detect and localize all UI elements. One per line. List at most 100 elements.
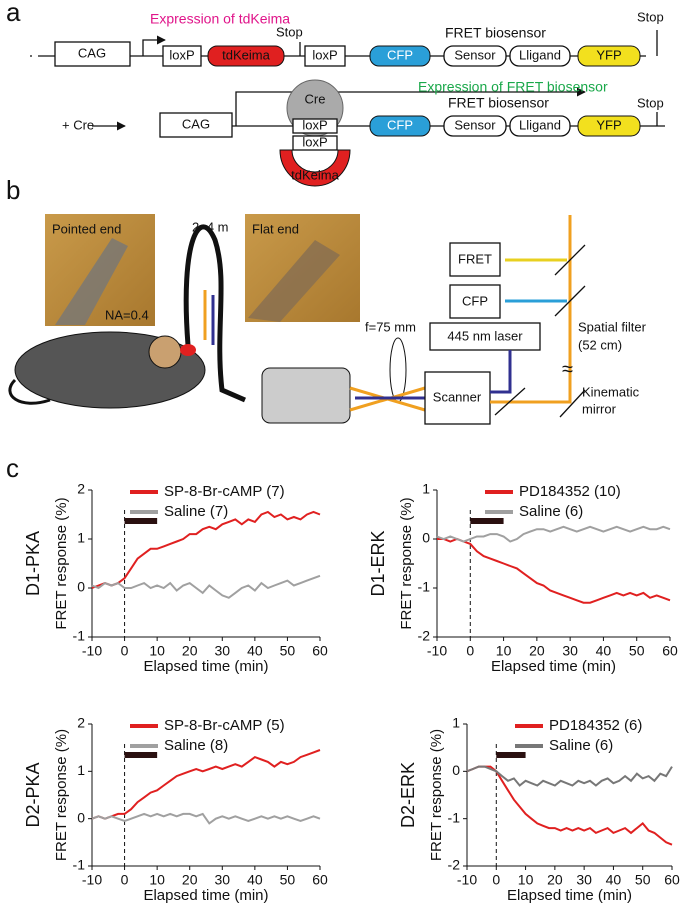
detector xyxy=(449,284,501,319)
detector xyxy=(449,242,501,277)
label: Cre xyxy=(305,91,326,106)
mouse-tail xyxy=(8,378,51,405)
x-tick-label: 0 xyxy=(492,872,500,888)
y-tick-label: 2 xyxy=(77,715,85,731)
loxp xyxy=(292,118,338,134)
label: FRET biosensor xyxy=(445,25,546,41)
series-line xyxy=(436,525,671,543)
series-line xyxy=(466,765,673,846)
x-axis-label: Elapsed time (min) xyxy=(491,658,616,675)
label: loxP xyxy=(302,134,327,149)
x-tick-label: -10 xyxy=(457,872,477,888)
y-axis-label: FRET response (%) xyxy=(53,729,70,861)
label: Kinematic xyxy=(582,384,640,399)
x-axis-label: Elapsed time (min) xyxy=(507,887,632,904)
legend-label: SP-8-Br-cAMP (7) xyxy=(164,483,285,500)
tdkeima xyxy=(207,45,285,67)
label: CFP xyxy=(462,293,488,308)
ligand xyxy=(509,45,571,67)
promoter xyxy=(54,41,131,67)
x-tick-label: 30 xyxy=(214,872,230,888)
loxp xyxy=(304,45,346,67)
x-tick-label: 20 xyxy=(547,872,563,888)
label: FRET biosensor xyxy=(448,95,549,111)
legend-label: SP-8-Br-cAMP (5) xyxy=(164,717,285,734)
label: YFP xyxy=(596,47,621,62)
x-tick-label: 60 xyxy=(662,643,678,659)
y-tick-label: -2 xyxy=(448,857,461,873)
x-axis-label: Elapsed time (min) xyxy=(143,887,268,904)
x-tick-label: -10 xyxy=(427,643,447,659)
x-tick-label: 50 xyxy=(635,872,651,888)
x-tick-label: 10 xyxy=(149,643,165,659)
x-tick-label: 60 xyxy=(312,643,328,659)
label: (52 cm) xyxy=(578,337,622,352)
series-line xyxy=(91,574,321,599)
tdkeima xyxy=(279,149,351,187)
cfp xyxy=(369,115,431,137)
label: Pointed end xyxy=(52,221,121,236)
series-line xyxy=(466,765,673,787)
x-tick-label: 30 xyxy=(562,643,578,659)
x-tick-label: 30 xyxy=(576,872,592,888)
y-tick-label: -1 xyxy=(418,579,431,595)
sensor xyxy=(443,115,507,137)
x-tick-label: 40 xyxy=(606,872,622,888)
x-tick-label: 20 xyxy=(182,872,198,888)
label: CFP xyxy=(387,47,413,62)
lens xyxy=(389,337,407,403)
label: Expression of FRET biosensor xyxy=(418,79,608,95)
label: Sensor xyxy=(454,117,496,132)
y-tick-label: 2 xyxy=(77,481,85,497)
x-tick-label: 0 xyxy=(121,872,129,888)
y-axis-label: FRET response (%) xyxy=(428,729,445,861)
y-tick-label: -1 xyxy=(73,857,86,873)
label: + Cre xyxy=(62,117,94,132)
label: NA=0.4 xyxy=(105,307,149,322)
x-tick-label: 10 xyxy=(496,643,512,659)
x-tick-label: 0 xyxy=(121,643,129,659)
yfp xyxy=(577,115,641,137)
beam xyxy=(490,350,512,394)
label: CAG xyxy=(78,45,106,60)
x-tick-label: 30 xyxy=(214,643,230,659)
y-tick-label: 0 xyxy=(452,762,460,778)
label: Spatial filter xyxy=(578,319,647,334)
x-axis-label: Elapsed time (min) xyxy=(143,658,268,675)
series-line xyxy=(437,537,671,604)
legend-label: Saline (6) xyxy=(519,503,583,520)
label: loxP xyxy=(169,47,194,62)
y-tick-label: -2 xyxy=(418,628,431,644)
fiber-tip xyxy=(55,238,128,325)
x-tick-label: 40 xyxy=(596,643,612,659)
label: 445 nm laser xyxy=(447,328,523,343)
label: mirror xyxy=(582,401,617,416)
legend-label: PD184352 (6) xyxy=(549,717,642,734)
x-tick-label: 60 xyxy=(664,872,680,888)
label: Lligand xyxy=(519,47,561,62)
series-line xyxy=(91,812,321,825)
label: Stop xyxy=(276,24,303,39)
application-bar xyxy=(124,752,158,758)
series-line xyxy=(91,510,321,589)
y-tick-label: 1 xyxy=(77,530,85,546)
ligand xyxy=(509,115,571,137)
y-axis-label: FRET response (%) xyxy=(53,497,70,629)
mirror xyxy=(494,244,586,418)
application-bar xyxy=(124,518,158,524)
label: tdKeima xyxy=(222,47,270,62)
panel-label: b xyxy=(6,175,20,205)
label: FRET xyxy=(458,251,492,266)
beam xyxy=(490,215,572,404)
arrow xyxy=(142,35,166,56)
label: f=75 mm xyxy=(365,319,416,334)
yfp xyxy=(577,45,641,67)
loxp xyxy=(292,135,338,151)
y-axis-label: FRET response (%) xyxy=(398,497,415,629)
panel-a: a CAG Expression of tdKeima loxP tdKeima… xyxy=(6,0,665,187)
label: Sensor xyxy=(454,47,496,62)
y-tick-label: 1 xyxy=(452,715,460,731)
promoter xyxy=(159,112,233,138)
label: CFP xyxy=(387,117,413,132)
legend-label: Saline (7) xyxy=(164,503,228,520)
